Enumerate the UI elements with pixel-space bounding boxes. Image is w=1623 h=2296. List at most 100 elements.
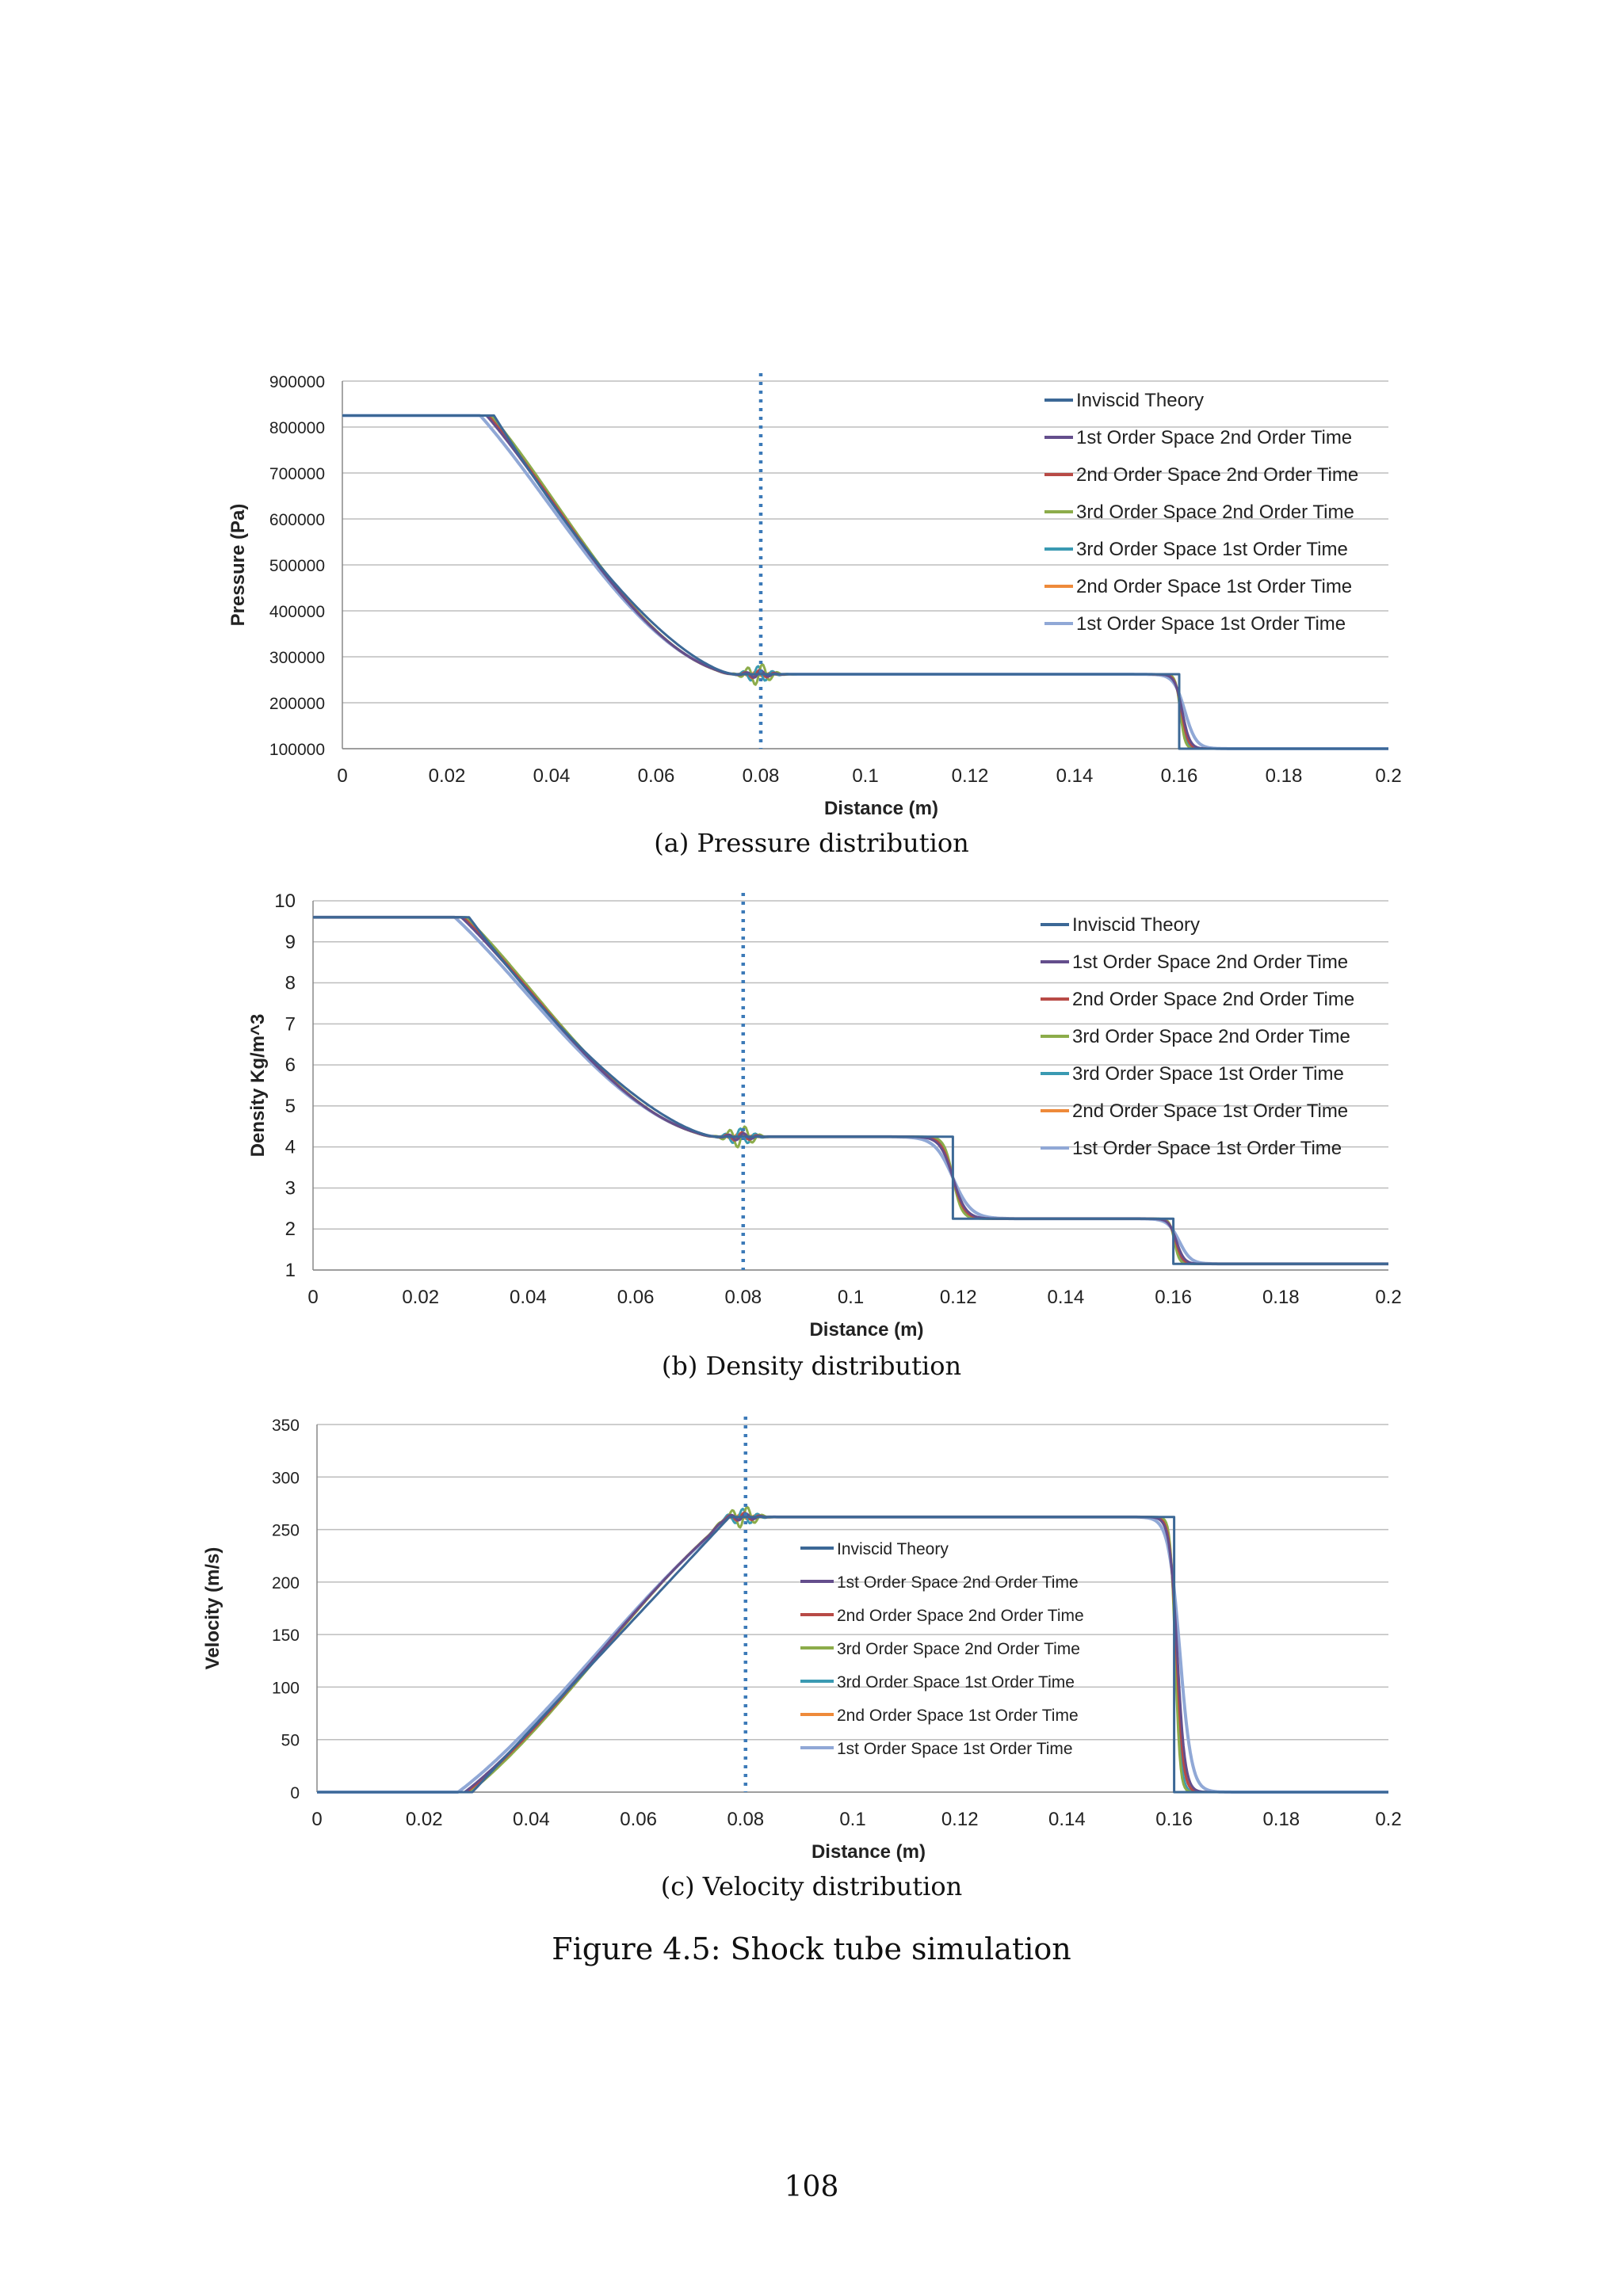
legend-label: 2nd Order Space 2nd Order Time	[837, 1607, 1084, 1625]
y-tick-label: 5	[285, 1096, 296, 1117]
x-tick-label: 0.18	[1262, 1287, 1300, 1308]
y-tick-label: 150	[272, 1627, 300, 1645]
x-tick-label: 0.12	[952, 765, 989, 787]
x-tick-label: 0.2	[1375, 1287, 1401, 1308]
x-axis-title: Distance (m)	[809, 1319, 923, 1341]
legend-label: 3rd Order Space 2nd Order Time	[1076, 502, 1354, 523]
pressure-chart: 100000 200000 300000 400000 500000 600000 7000…	[0, 360, 1623, 883]
x-tick-label: 0	[311, 1809, 322, 1830]
x-tick-label: 0.02	[429, 765, 466, 787]
x-tick-label: 0.02	[402, 1287, 439, 1308]
x-tick-label: 0.02	[406, 1809, 443, 1830]
x-tick-label: 0.16	[1155, 1287, 1192, 1308]
page-number: 108	[784, 2171, 839, 2203]
x-tick-label: 0.2	[1375, 1809, 1401, 1830]
legend-label: 2nd Order Space 1st Order Time	[837, 1707, 1079, 1725]
density-caption: (b) Density distribution	[661, 1351, 962, 1381]
legend-label: 1st Order Space 2nd Order Time	[1072, 952, 1348, 973]
x-tick-label: 0	[307, 1287, 318, 1308]
y-tick-label: 800000	[269, 419, 325, 437]
legend-label: 3rd Order Space 1st Order Time	[837, 1673, 1075, 1691]
density-chart: 1 2 3 4 5 6 7 8 9 10 0 0.02 0.04 0.06 0.08 0.1 0.12 0.14 0…	[0, 883, 1623, 1406]
x-tick-label: 0.12	[940, 1287, 977, 1308]
x-tick-label: 0.08	[724, 1287, 762, 1308]
velocity-chart: 0 50 100 150 200 250 300 350 0 0.02 0.04 0.06 0.08 0.…	[0, 1404, 1623, 1927]
x-tick-label: 0.06	[617, 1287, 655, 1308]
legend-label: 2nd Order Space 2nd Order Time	[1076, 464, 1358, 486]
y-tick-label: 0	[290, 1784, 300, 1802]
y-tick-label: 2	[285, 1219, 296, 1240]
x-tick-label: 0.04	[510, 1287, 547, 1308]
legend-label: Inviscid Theory	[837, 1540, 949, 1558]
density-chart-svg: 1 2 3 4 5 6 7 8 9 10 0 0.02 0.04 0.06 0.08 0.1 0.12 0.14 0…	[247, 891, 1402, 1341]
x-tick-label: 0.14	[1048, 1809, 1086, 1830]
velocity-chart-svg: 0 50 100 150 200 250 300 350 0 0.02 0.04 0.06 0.08 0.…	[202, 1417, 1402, 1863]
y-tick-label: 100000	[269, 741, 325, 759]
y-tick-label: 50	[281, 1732, 300, 1750]
legend-label: 2nd Order Space 1st Order Time	[1072, 1100, 1348, 1122]
x-tick-label: 0.18	[1266, 765, 1303, 787]
y-tick-label: 100	[272, 1679, 300, 1697]
legend-label: 2nd Order Space 1st Order Time	[1076, 576, 1352, 597]
legend-label: 3rd Order Space 1st Order Time	[1076, 539, 1348, 560]
x-tick-label: 0.2	[1375, 765, 1401, 787]
y-tick-label: 1	[285, 1260, 296, 1281]
legend-label: 1st Order Space 1st Order Time	[1072, 1138, 1342, 1159]
x-tick-label: 0.04	[513, 1809, 550, 1830]
legend-label: 3rd Order Space 2nd Order Time	[1072, 1026, 1350, 1047]
x-tick-label: 0.1	[839, 1809, 865, 1830]
legend-label: 3rd Order Space 2nd Order Time	[837, 1640, 1080, 1658]
x-tick-label: 0.14	[1048, 1287, 1085, 1308]
y-tick-label: 300000	[269, 649, 325, 667]
y-tick-label: 400000	[269, 603, 325, 621]
y-tick-label: 7	[285, 1013, 296, 1035]
x-tick-label: 0.14	[1056, 765, 1094, 787]
y-tick-label: 900000	[269, 373, 325, 391]
y-tick-label: 600000	[269, 511, 325, 529]
series-line	[313, 916, 1388, 1265]
legend-label: 3rd Order Space 1st Order Time	[1072, 1063, 1344, 1085]
x-tick-label: 0.1	[838, 1287, 864, 1308]
x-tick-label: 0	[337, 765, 347, 787]
x-tick-label: 0.16	[1161, 765, 1198, 787]
legend-label: 2nd Order Space 2nd Order Time	[1072, 989, 1354, 1010]
x-tick-label: 0.08	[743, 765, 780, 787]
x-tick-label: 0.06	[638, 765, 675, 787]
legend-label: 1st Order Space 1st Order Time	[1076, 613, 1346, 635]
pressure-chart-svg: 100000 200000 300000 400000 500000 600000 7000…	[227, 373, 1402, 819]
y-tick-label: 8	[285, 973, 296, 994]
y-tick-label: 250	[272, 1522, 300, 1540]
x-tick-label: 0.18	[1262, 1809, 1300, 1830]
legend-label: 1st Order Space 2nd Order Time	[1076, 427, 1352, 448]
x-tick-label: 0.1	[852, 765, 878, 787]
y-axis-title: Pressure (Pa)	[227, 504, 249, 627]
y-tick-label: 9	[285, 932, 296, 953]
y-axis-title: Velocity (m/s)	[202, 1547, 223, 1670]
x-tick-label: 0.12	[941, 1809, 979, 1830]
y-tick-label: 500000	[269, 557, 325, 575]
x-tick-label: 0.06	[620, 1809, 657, 1830]
series-line	[342, 414, 1388, 750]
x-axis-title: Distance (m)	[812, 1841, 926, 1863]
legend-label: 1st Order Space 1st Order Time	[837, 1740, 1073, 1758]
y-tick-label: 700000	[269, 465, 325, 483]
x-axis-title: Distance (m)	[824, 798, 938, 819]
x-tick-label: 0.16	[1155, 1809, 1193, 1830]
y-tick-label: 6	[285, 1055, 296, 1076]
figure-caption: Figure 4.5: Shock tube simulation	[552, 1932, 1071, 1966]
y-tick-label: 350	[272, 1417, 300, 1435]
legend-label: 1st Order Space 2nd Order Time	[837, 1573, 1079, 1592]
x-tick-label: 0.08	[727, 1809, 764, 1830]
y-axis-title: Density Kg/m^3	[247, 1014, 269, 1158]
y-tick-label: 4	[285, 1137, 296, 1158]
y-tick-label: 200000	[269, 695, 325, 713]
x-tick-label: 0.04	[533, 765, 571, 787]
series-line	[317, 1516, 1388, 1794]
y-tick-label: 200	[272, 1574, 300, 1592]
y-tick-label: 10	[274, 891, 296, 912]
y-tick-label: 300	[272, 1469, 300, 1487]
y-tick-label: 3	[285, 1177, 296, 1199]
legend-label: Inviscid Theory	[1076, 390, 1204, 411]
legend-label: Inviscid Theory	[1072, 914, 1200, 936]
velocity-caption: (c) Velocity distribution	[660, 1871, 963, 1901]
